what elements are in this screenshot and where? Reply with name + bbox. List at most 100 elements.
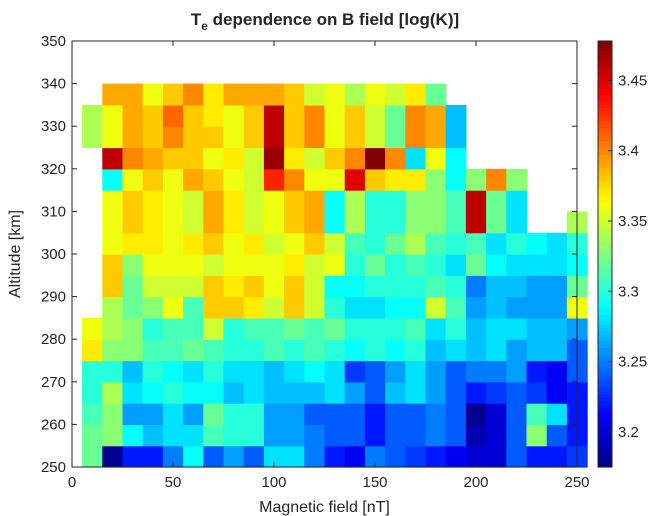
heatmap-cell [405,233,426,255]
heatmap-cell [466,361,487,383]
heatmap-cell [264,382,285,404]
heatmap-cell [82,361,103,383]
heatmap-cell [284,403,305,425]
colorbar-segment [598,214,612,221]
heatmap-cell [183,169,204,191]
heatmap-cell [365,339,386,361]
heatmap-cell [82,318,103,340]
heatmap-cell [486,361,507,383]
x-tick-label: 150 [362,474,387,491]
heatmap-cell [244,233,265,255]
heatmap-cell [102,297,123,319]
heatmap-cell [325,297,346,319]
heatmap-cell [547,361,568,383]
heatmap-cell [82,126,103,148]
colorbar-segment [598,54,612,61]
heatmap-cell [345,275,366,297]
heatmap-cell [446,361,467,383]
heatmap-cell [284,254,305,276]
heatmap-cell [203,190,224,212]
heatmap-cell [405,424,426,446]
colorbar-segment [598,281,612,288]
heatmap-cell [224,84,245,106]
heatmap-cell [143,233,164,255]
heatmap-cell [102,339,123,361]
heatmap-cell [325,254,346,276]
y-tick-label: 350 [41,33,66,50]
heatmap-cell [365,233,386,255]
colorbar-segment [598,341,612,348]
heatmap-cell [203,275,224,297]
heatmap-cell [365,148,386,170]
heatmap-cell [304,148,325,170]
heatmap-cell [365,190,386,212]
heatmap-cell [365,105,386,127]
heatmap-cell [143,169,164,191]
heatmap-cell [304,382,325,404]
heatmap-cell [486,169,507,191]
heatmap-cell [102,84,123,106]
heatmap-cell [123,148,144,170]
heatmap-cell [466,275,487,297]
heatmap-cell [264,105,285,127]
heatmap-cell [345,211,366,233]
heatmap-cell [304,275,325,297]
heatmap-cell [183,211,204,233]
colorbar-segment [598,94,612,101]
heatmap-cell [446,105,467,127]
heatmap-cell [163,126,184,148]
heatmap-cell [365,361,386,383]
x-tick-label: 200 [463,474,488,491]
heatmap-cell [304,84,325,106]
heatmap-cell [143,446,164,468]
heatmap-cell [345,297,366,319]
colorbar-segment [598,447,612,454]
heatmap-cell [143,424,164,446]
heatmap-cell [163,211,184,233]
heatmap-cell [163,105,184,127]
heatmap-cell [123,297,144,319]
heatmap-cell [123,254,144,276]
heatmap-cell [426,126,447,148]
heatmap-cell [365,126,386,148]
heatmap-cell [203,403,224,425]
heatmap-cell [325,105,346,127]
heatmap-cell [163,361,184,383]
heatmap-cell [203,297,224,319]
colorbar-segment [598,394,612,401]
heatmap-cell [244,190,265,212]
heatmap-cell [203,169,224,191]
heatmap-cell [102,169,123,191]
heatmap-cell [102,424,123,446]
heatmap-cell [527,233,548,255]
heatmap-cell [506,424,527,446]
heatmap-cell [446,403,467,425]
heatmap-cell [325,275,346,297]
heatmap-cell [446,211,467,233]
heatmap-cell [527,339,548,361]
heatmap-cell [405,297,426,319]
heatmap-cell [547,446,568,468]
heatmap-cell [203,148,224,170]
heatmap-cell [102,382,123,404]
heatmap-cell [325,382,346,404]
heatmap-cell [405,211,426,233]
heatmap-cell [506,446,527,468]
heatmap-cell [123,339,144,361]
colorbar-segment [598,400,612,407]
colorbar-segment [598,101,612,108]
heatmap-cell [163,169,184,191]
heatmap-cell [224,126,245,148]
heatmap-cell [446,424,467,446]
heatmap-cell [365,318,386,340]
heatmap-cell [365,297,386,319]
colorbar-segment [598,194,612,201]
heatmap-cell [102,105,123,127]
heatmap-cell [547,318,568,340]
heatmap-cell [506,297,527,319]
heatmap-cell [203,424,224,446]
heatmap-cell [143,275,164,297]
colorbar: 3.23.253.33.353.43.45 [598,41,647,468]
colorbar-segment [598,254,612,261]
heatmap-cell [527,297,548,319]
